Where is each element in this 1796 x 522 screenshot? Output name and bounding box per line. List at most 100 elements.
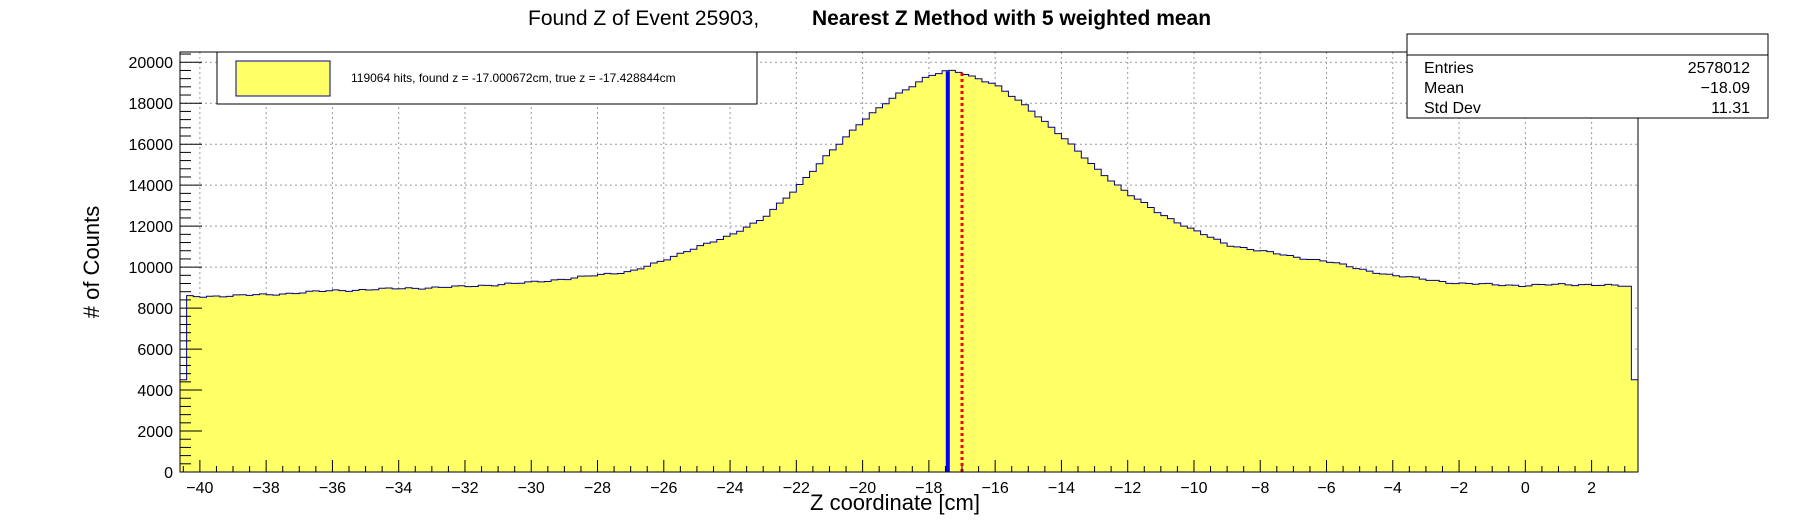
legend-swatch (235, 60, 331, 97)
x-tick-label: −38 (253, 480, 280, 497)
y-axis-title: # of Counts (79, 206, 104, 319)
histogram-bin (524, 281, 532, 472)
histogram-bin (749, 223, 757, 472)
histogram-bin (431, 286, 439, 472)
histogram-bin (1200, 234, 1208, 472)
histogram-bin (1147, 207, 1155, 472)
histogram-bin (1598, 285, 1606, 472)
histogram-bin (1571, 285, 1579, 472)
histogram-bin (670, 256, 678, 472)
histogram-bin (981, 81, 989, 472)
stats-std-value: 11.31 (1711, 100, 1750, 117)
histogram-bin (1565, 284, 1573, 472)
histogram-bin (1459, 282, 1467, 472)
histogram-bin (1618, 286, 1626, 472)
histogram-bin (710, 242, 718, 472)
histogram-bin (1068, 143, 1076, 472)
histogram-bin (690, 249, 698, 472)
histogram-bin (783, 198, 791, 472)
histogram-bin (1087, 163, 1095, 472)
histogram-bin (1485, 283, 1493, 472)
histogram-bin (438, 287, 446, 472)
histogram-bin (776, 203, 784, 472)
histogram-bin (199, 297, 207, 472)
y-tick-label: 6000 (137, 342, 173, 359)
histogram-bin (683, 251, 691, 472)
histogram-bin (590, 275, 598, 472)
histogram-bin (491, 285, 499, 472)
histogram-bin (610, 273, 618, 472)
histogram-bin (1624, 286, 1632, 472)
x-tick-label: −12 (1114, 480, 1141, 497)
histogram-bin (1213, 239, 1221, 472)
histogram-bin (577, 276, 585, 472)
histogram-bin (1273, 253, 1281, 472)
histogram-bin (537, 281, 545, 472)
histogram-bin (1478, 283, 1486, 472)
histogram-bin (1326, 262, 1334, 472)
x-tick-label: −22 (783, 480, 810, 497)
histogram-bin (259, 293, 267, 472)
histogram-bin (1551, 284, 1559, 472)
histogram-outline-path (179, 69, 1639, 472)
x-tick-label: −30 (518, 480, 545, 497)
histogram-bin (769, 209, 777, 473)
histogram-bin (1240, 247, 1248, 472)
x-tick-label: −16 (982, 480, 1009, 497)
histogram-bin (312, 290, 320, 472)
histogram-bin (1134, 199, 1142, 472)
histogram-bin (703, 243, 711, 472)
histogram-bin (1180, 226, 1188, 472)
histogram-bin (617, 273, 625, 472)
histogram-bin (180, 379, 188, 472)
histogram-bin (1174, 222, 1182, 472)
histogram-bin (1631, 379, 1639, 472)
histogram-bin (756, 220, 764, 472)
y-tick-label: 10000 (129, 260, 174, 277)
histogram-bin (1366, 271, 1374, 472)
histogram-bin (1094, 169, 1102, 472)
histogram-bin (597, 274, 605, 472)
histogram-bin (928, 75, 936, 473)
histogram-bin (1591, 285, 1599, 472)
histogram-bin (1545, 285, 1553, 472)
histogram-bin (1353, 268, 1361, 472)
histogram-bin (1300, 259, 1308, 472)
histogram-bin (1538, 284, 1546, 472)
histogram-bin (809, 171, 817, 472)
histogram-bin (1386, 274, 1394, 472)
histogram-bin (564, 279, 572, 472)
stats-mean-value: −18.09 (1701, 80, 1750, 97)
histogram-bin (1154, 212, 1162, 473)
histogram-bin (252, 294, 260, 472)
histogram-bin (1319, 260, 1327, 472)
histogram-bin (1021, 104, 1029, 472)
y-tick-label: 0 (164, 465, 173, 482)
histogram-bin (478, 285, 486, 472)
x-tick-label: −24 (716, 480, 743, 497)
x-tick-label: −34 (385, 480, 412, 497)
histogram-bin (292, 293, 300, 472)
stats-mean-label: Mean (1424, 80, 1464, 97)
histogram-bin (571, 278, 579, 472)
histogram-bin (677, 253, 685, 472)
histogram-bin (332, 289, 340, 472)
histogram-bin (233, 294, 241, 472)
histogram-bin (1498, 285, 1506, 472)
histogram-bin (1465, 283, 1473, 472)
histogram-bin (1127, 195, 1135, 472)
histogram-bin (266, 294, 274, 472)
histogram-bin (955, 72, 963, 472)
histogram-bin (716, 239, 724, 472)
histogram-bin (730, 233, 738, 472)
x-axis-ticks: −40 −38 −36 −34 −32 −30 −28 −26 −24 −22 −20 −18 −16−… (182, 460, 1626, 497)
histogram-bin (1121, 190, 1129, 472)
histogram-bin (398, 288, 406, 472)
histogram-bin (458, 285, 466, 472)
histogram-bin (405, 287, 413, 472)
x-tick-label: −28 (584, 480, 611, 497)
histogram-bin (1074, 151, 1082, 473)
histogram-bin (1531, 284, 1539, 472)
histogram-bin (1260, 250, 1268, 472)
histogram-bin (988, 83, 996, 472)
